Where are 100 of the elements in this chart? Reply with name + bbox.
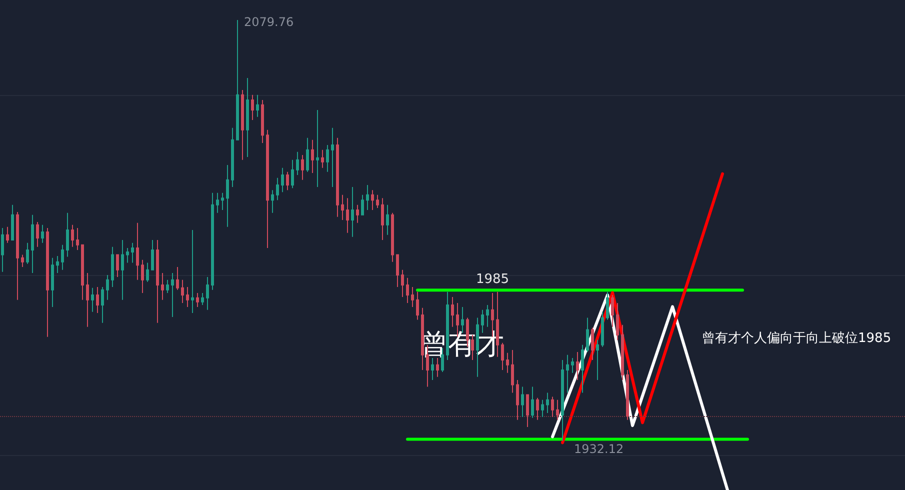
candlestick xyxy=(381,198,384,240)
candlestick xyxy=(391,212,394,262)
candlestick xyxy=(161,272,164,300)
candlestick xyxy=(291,159,294,189)
candlestick xyxy=(571,358,574,374)
candlestick xyxy=(111,246,114,288)
candlestick xyxy=(276,177,279,201)
candlestick xyxy=(516,379,519,420)
candlestick xyxy=(626,369,629,420)
candlestick xyxy=(596,340,599,380)
candlestick xyxy=(86,272,89,328)
candlestick xyxy=(96,286,99,314)
candlestick xyxy=(46,228,49,338)
candlestick xyxy=(71,224,74,248)
candlestick xyxy=(176,266,179,290)
candlestick xyxy=(396,254,399,288)
candlestick xyxy=(76,228,79,250)
candlestick xyxy=(116,254,119,278)
candlestick xyxy=(416,291,419,320)
candlestick xyxy=(171,272,174,318)
candlestick xyxy=(401,269,404,298)
candlestick xyxy=(121,239,124,300)
candlestick xyxy=(341,194,344,221)
candlestick xyxy=(266,129,269,248)
candlestick xyxy=(91,287,94,312)
candlestick xyxy=(451,296,454,328)
candlestick xyxy=(101,286,104,324)
candlestick xyxy=(526,394,529,428)
candlestick xyxy=(331,127,334,188)
data-label: 1985 xyxy=(476,272,510,288)
candlestick xyxy=(546,392,549,414)
candlestick xyxy=(316,109,319,188)
candlestick xyxy=(6,226,9,244)
candlestick xyxy=(241,90,244,160)
candlestick xyxy=(136,222,139,280)
candlestick xyxy=(196,292,199,308)
candlestick xyxy=(376,194,379,209)
candlestick xyxy=(296,151,299,176)
candlestick xyxy=(141,259,144,294)
candlestick xyxy=(206,276,209,310)
candlestick xyxy=(306,137,309,172)
candlestick xyxy=(436,358,439,378)
candlestick xyxy=(311,139,314,174)
candlestick xyxy=(166,279,169,294)
candlestick xyxy=(106,274,109,300)
candlestick xyxy=(406,277,409,304)
candlestick xyxy=(81,244,84,300)
candlestick xyxy=(191,230,194,314)
candlestick xyxy=(521,386,524,418)
candlestick xyxy=(286,171,289,191)
candlestick xyxy=(446,291,449,360)
candlestick xyxy=(51,257,54,308)
candlestick xyxy=(226,164,229,228)
candlestick xyxy=(186,286,189,308)
candlestick xyxy=(156,239,159,324)
candlestick xyxy=(616,302,619,341)
candlestick xyxy=(611,294,614,328)
annotation: 2079.76 xyxy=(244,15,294,29)
candlestick xyxy=(556,399,559,420)
candlestick xyxy=(41,224,44,244)
candlestick xyxy=(601,311,604,348)
candlestick xyxy=(421,307,424,370)
candlestick xyxy=(551,396,554,418)
candlestick xyxy=(56,255,59,274)
candlestick xyxy=(301,154,304,180)
candlestick xyxy=(16,212,19,300)
candlestick xyxy=(126,247,129,264)
candlestick xyxy=(261,99,264,144)
candlestick xyxy=(536,397,539,420)
candlestick xyxy=(486,304,489,328)
candlestick xyxy=(621,324,624,380)
candlestick xyxy=(216,192,219,214)
candlestick xyxy=(606,291,609,320)
candlestick xyxy=(21,254,24,268)
candlestick xyxy=(211,192,214,290)
candlestick xyxy=(351,186,354,238)
candlestick xyxy=(11,204,14,240)
candlestick xyxy=(346,198,349,234)
candlestick xyxy=(541,399,544,418)
candlestick xyxy=(431,358,434,380)
candlestick xyxy=(66,212,69,258)
candlestick xyxy=(251,94,254,120)
candlestick xyxy=(146,262,149,282)
candlestick xyxy=(151,239,154,270)
candlestick xyxy=(201,292,204,306)
candlestick xyxy=(246,78,249,158)
candlestick xyxy=(506,352,509,374)
candlestick xyxy=(531,386,534,418)
candlestick xyxy=(221,192,224,211)
candlestick xyxy=(321,149,324,168)
candlestick xyxy=(511,350,514,394)
candlestick xyxy=(371,190,374,211)
candlestick xyxy=(336,137,339,218)
candlestick xyxy=(411,286,414,308)
candlestick xyxy=(561,360,564,442)
candlestick xyxy=(576,352,579,380)
candlestick xyxy=(566,354,569,394)
candlestick xyxy=(256,94,259,118)
candlestick xyxy=(361,194,364,216)
text: 1932.12 xyxy=(574,442,624,456)
